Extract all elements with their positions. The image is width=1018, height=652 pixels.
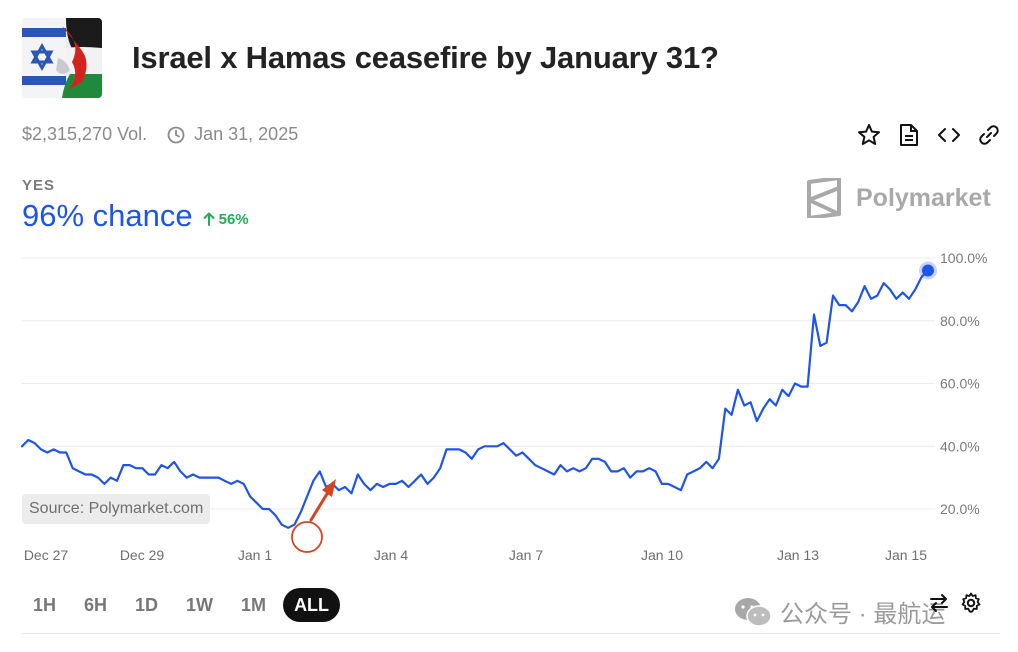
swap-arrows-icon[interactable] [928,592,950,614]
x-tick-label: Dec 27 [24,547,69,563]
x-tick-label: Jan 13 [777,547,819,563]
x-tick-label: Jan 1 [238,547,272,563]
source-label: Source: Polymarket.com [22,494,211,524]
range-button-1h[interactable]: 1H [33,595,57,615]
y-tick-label: 20.0% [940,501,980,517]
market-title: Israel x Hamas ceasefire by January 31? [132,40,719,75]
arrow-up-icon [203,212,215,226]
series-line [20,269,930,529]
x-tick-label: Jan 15 [885,547,927,563]
x-tick-label: Jan 7 [509,547,543,563]
wechat-icon [735,597,772,627]
range-button-all[interactable]: ALL [283,588,341,622]
bottom-divider [22,633,1000,634]
polymarket-brand: Polymarket [806,178,991,218]
embed-code-icon[interactable] [936,122,962,148]
range-button-1d[interactable]: 1D [135,595,159,615]
x-tick-label: Dec 29 [120,547,165,563]
y-tick-label: 40.0% [940,438,980,454]
watermark: 公众号 · 最航运 [734,594,945,629]
time-range-selector: 1H 6H 1D 1W 1M ALL [22,588,341,622]
israel-palestine-flags-image [22,18,102,98]
market-thumbnail [22,18,102,98]
market-actions [856,122,1002,148]
document-icon[interactable] [896,122,922,148]
brand-name: Polymarket [856,183,991,212]
settings-gear-icon[interactable] [960,592,982,614]
end-date-text: Jan 31, 2025 [194,124,299,144]
range-button-1w[interactable]: 1W [186,595,214,615]
annotation-circle [291,521,323,553]
last-point-marker [922,264,934,277]
range-button-6h[interactable]: 6H [84,595,108,615]
outcome-label: YES [22,177,56,194]
chance-block: 96% chance 56% [22,198,249,234]
x-tick-label: Jan 4 [374,547,408,563]
link-icon[interactable] [976,122,1002,148]
market-meta: $2,315,270 Vol. Jan 31, 2025 [22,124,298,145]
watermark-text: 公众号 · 最航运 [780,601,946,628]
chart-tools [928,592,982,614]
volume-text: $2,315,270 Vol. [22,124,148,144]
range-button-1m[interactable]: 1M [241,595,267,615]
y-tick-label: 60.0% [940,376,980,392]
annotation-arrow [309,479,336,522]
chance-change-value: 56% [218,210,249,228]
clock-icon [167,126,185,144]
star-icon[interactable] [856,122,882,148]
chance-change: 56% [203,211,249,228]
polymarket-logo-icon [807,178,841,218]
chance-value: 96% chance [22,198,193,233]
y-tick-label: 80.0% [940,313,980,329]
x-tick-label: Jan 10 [641,547,683,563]
y-tick-label: 100.0% [940,250,987,266]
price-chart: 20.0% 40.0% 60.0% 80.0% 100.0% Dec 27 Dec 29 J… [20,250,987,563]
